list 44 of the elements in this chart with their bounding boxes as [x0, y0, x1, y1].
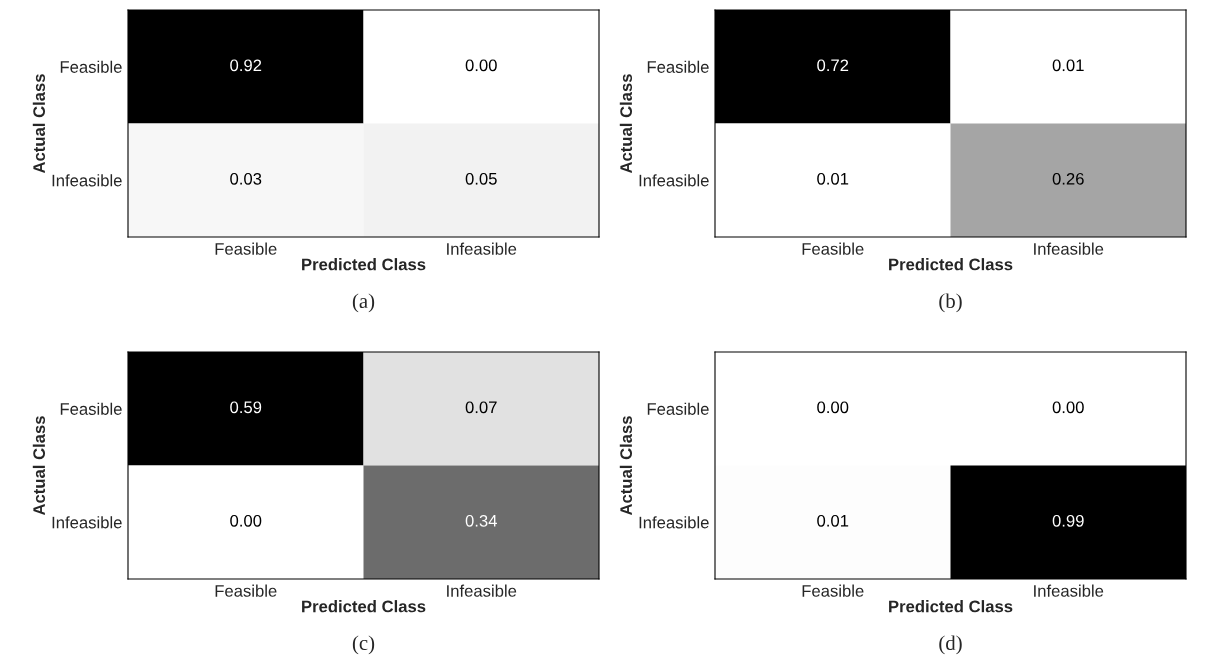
x-axis-title: Predicted Class: [302, 258, 426, 271]
data-label: 0.07: [465, 401, 497, 414]
x-tick-label: Infeasible: [1034, 584, 1104, 597]
y-tick-label: Feasible: [647, 402, 709, 415]
data-label: 0.72: [817, 59, 849, 72]
text: (a): [352, 293, 375, 313]
x-axis-title: Predicted Class: [302, 600, 426, 613]
data-label: 0.00: [1052, 401, 1084, 414]
y-tick-label: Infeasible: [639, 174, 709, 187]
x-axis-title: Predicted Class: [889, 600, 1013, 613]
y-tick-label: Infeasible: [52, 516, 122, 529]
x-tick-label: Feasible: [215, 242, 277, 255]
y-axis-title: Actual Class: [619, 416, 633, 516]
y-tick-label: Infeasible: [639, 516, 709, 529]
y-axis-title: Actual Class: [619, 74, 633, 174]
x-tick-label: Feasible: [802, 584, 864, 597]
data-label: 0.01: [817, 172, 849, 185]
x-axis-title: Predicted Class: [889, 258, 1013, 271]
data-label: 0.92: [230, 59, 262, 72]
x-tick-label: Infeasible: [447, 584, 517, 597]
data-label: 0.03: [230, 172, 262, 185]
y-axis-title: Actual Class: [32, 74, 46, 174]
x-tick-label: Feasible: [215, 584, 277, 597]
data-label: 0.00: [817, 401, 849, 414]
data-label: 0.01: [817, 514, 849, 527]
text: (d): [939, 635, 962, 655]
text: (c): [352, 635, 375, 655]
y-axis-title: Actual Class: [32, 416, 46, 516]
x-tick-label: Feasible: [802, 242, 864, 255]
y-tick-label: Feasible: [647, 60, 709, 73]
y-tick-label: Infeasible: [52, 174, 122, 187]
y-tick-label: Feasible: [60, 60, 122, 73]
data-label: 0.26: [1052, 172, 1084, 185]
data-label: 0.99: [1052, 514, 1084, 527]
data-label: 0.00: [465, 59, 497, 72]
data-label: 0.01: [1052, 59, 1084, 72]
data-label: 0.34: [465, 514, 497, 527]
data-label: 0.59: [230, 401, 262, 414]
text: (b): [939, 293, 962, 313]
data-label: 0.05: [465, 172, 497, 185]
x-tick-label: Infeasible: [447, 242, 517, 255]
y-tick-label: Feasible: [60, 402, 122, 415]
x-tick-label: Infeasible: [1034, 242, 1104, 255]
data-label: 0.00: [230, 514, 262, 527]
